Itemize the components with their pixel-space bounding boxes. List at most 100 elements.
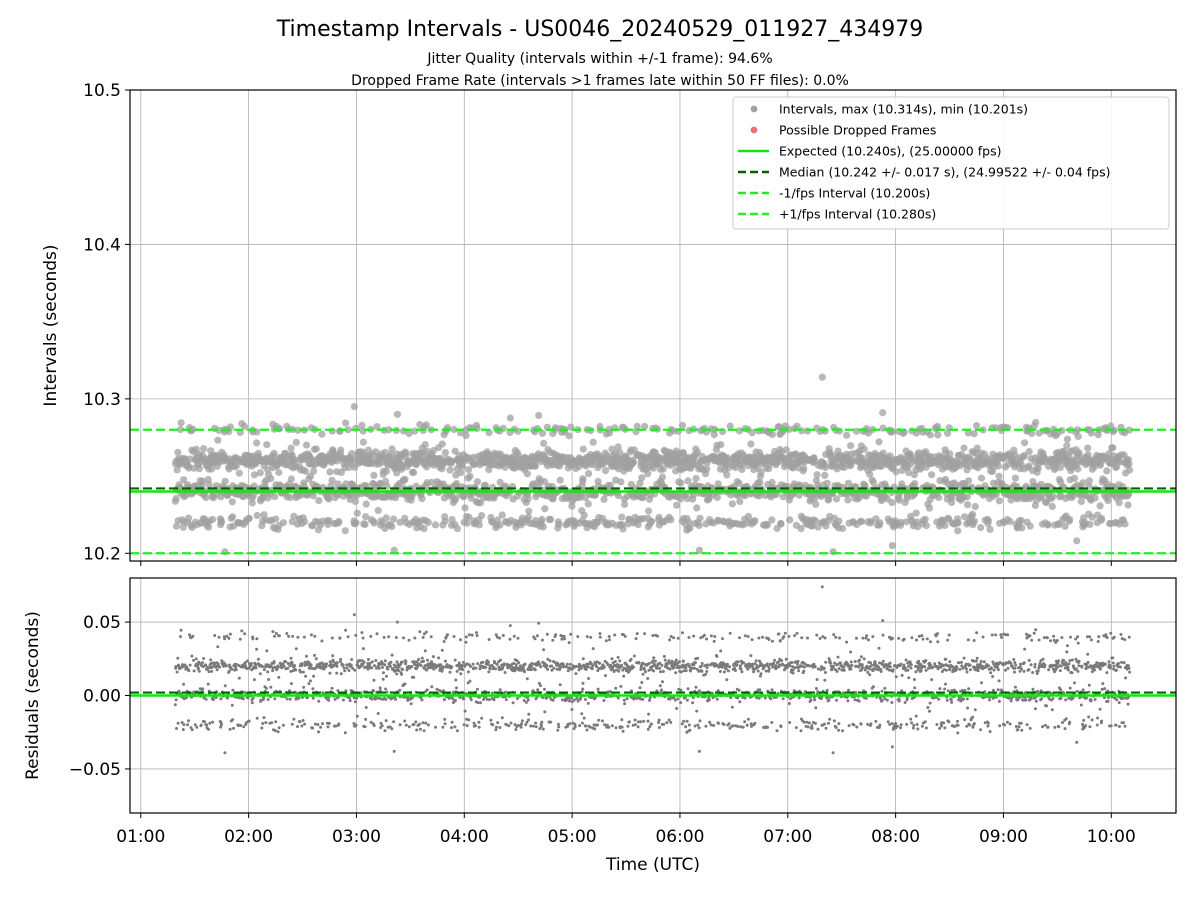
data-point xyxy=(224,684,227,687)
data-point xyxy=(385,675,388,678)
data-point xyxy=(441,649,444,652)
data-point xyxy=(251,701,254,704)
data-point xyxy=(696,657,699,660)
data-point xyxy=(339,637,342,640)
data-point xyxy=(200,445,207,452)
data-point xyxy=(696,515,703,522)
data-point xyxy=(634,723,637,726)
data-point xyxy=(668,638,671,641)
data-point xyxy=(360,439,367,446)
data-point xyxy=(632,666,635,669)
data-point xyxy=(439,663,442,666)
data-point xyxy=(824,480,831,487)
data-point xyxy=(205,524,212,531)
data-point xyxy=(623,699,626,702)
data-point xyxy=(384,729,387,732)
data-point xyxy=(587,702,590,705)
data-point xyxy=(292,718,295,721)
data-point xyxy=(935,494,942,501)
data-point xyxy=(476,634,479,637)
data-point xyxy=(972,503,979,510)
data-point xyxy=(525,508,532,515)
data-point xyxy=(335,672,338,675)
data-point xyxy=(623,702,626,705)
data-point xyxy=(271,630,274,633)
data-point xyxy=(173,495,180,502)
data-point xyxy=(563,637,566,640)
data-point xyxy=(383,468,390,475)
data-point xyxy=(955,519,962,526)
data-point xyxy=(474,667,477,670)
data-point xyxy=(812,501,819,508)
data-point xyxy=(585,500,592,507)
data-point xyxy=(474,478,481,485)
data-point xyxy=(381,666,384,669)
data-point xyxy=(426,659,429,662)
data-point xyxy=(441,726,444,729)
data-point xyxy=(287,635,290,638)
data-point xyxy=(328,672,331,675)
data-point xyxy=(599,636,602,639)
data-point xyxy=(413,637,416,640)
data-point xyxy=(305,655,308,658)
data-point xyxy=(461,668,464,671)
data-point xyxy=(347,635,350,638)
data-point xyxy=(1027,523,1034,530)
data-point xyxy=(203,494,210,501)
data-point xyxy=(426,688,429,691)
data-point xyxy=(927,431,934,438)
data-point xyxy=(520,722,523,725)
data-point xyxy=(575,665,578,668)
data-point xyxy=(987,526,994,533)
data-point xyxy=(532,725,535,728)
data-point xyxy=(965,477,972,484)
data-point xyxy=(645,507,652,514)
data-point xyxy=(390,727,393,730)
data-point xyxy=(291,662,294,665)
data-point xyxy=(723,471,730,478)
data-point xyxy=(353,669,356,672)
data-point xyxy=(420,664,423,667)
data-point xyxy=(723,671,726,674)
data-point xyxy=(509,638,512,641)
data-point xyxy=(191,635,194,638)
data-point xyxy=(417,658,420,661)
data-point xyxy=(648,662,651,665)
data-point xyxy=(498,726,501,729)
data-point xyxy=(812,517,819,524)
data-point xyxy=(1026,448,1033,455)
data-point xyxy=(584,698,587,701)
data-point xyxy=(307,682,310,685)
data-point xyxy=(383,514,390,521)
data-point xyxy=(372,679,375,682)
data-point xyxy=(271,669,274,672)
data-point xyxy=(581,688,584,691)
data-point xyxy=(235,668,238,671)
data-point xyxy=(682,720,685,723)
data-point xyxy=(607,663,610,666)
data-point xyxy=(348,669,351,672)
data-point xyxy=(370,472,377,479)
data-point xyxy=(174,449,181,456)
data-point xyxy=(364,725,367,728)
data-point xyxy=(634,719,637,722)
data-point xyxy=(514,728,517,731)
data-point xyxy=(175,727,178,730)
data-point xyxy=(466,473,473,480)
data-point xyxy=(488,698,491,701)
data-point xyxy=(261,665,264,668)
y-tick-label: 10.5 xyxy=(83,81,121,101)
data-point xyxy=(716,698,719,701)
data-point xyxy=(971,518,978,525)
data-point xyxy=(412,676,415,679)
data-point xyxy=(310,633,313,636)
data-point xyxy=(540,725,543,728)
data-point xyxy=(611,657,614,660)
data-point xyxy=(682,660,685,663)
data-point xyxy=(692,635,695,638)
data-point xyxy=(662,670,665,673)
data-point xyxy=(614,687,617,690)
data-point xyxy=(257,658,260,661)
